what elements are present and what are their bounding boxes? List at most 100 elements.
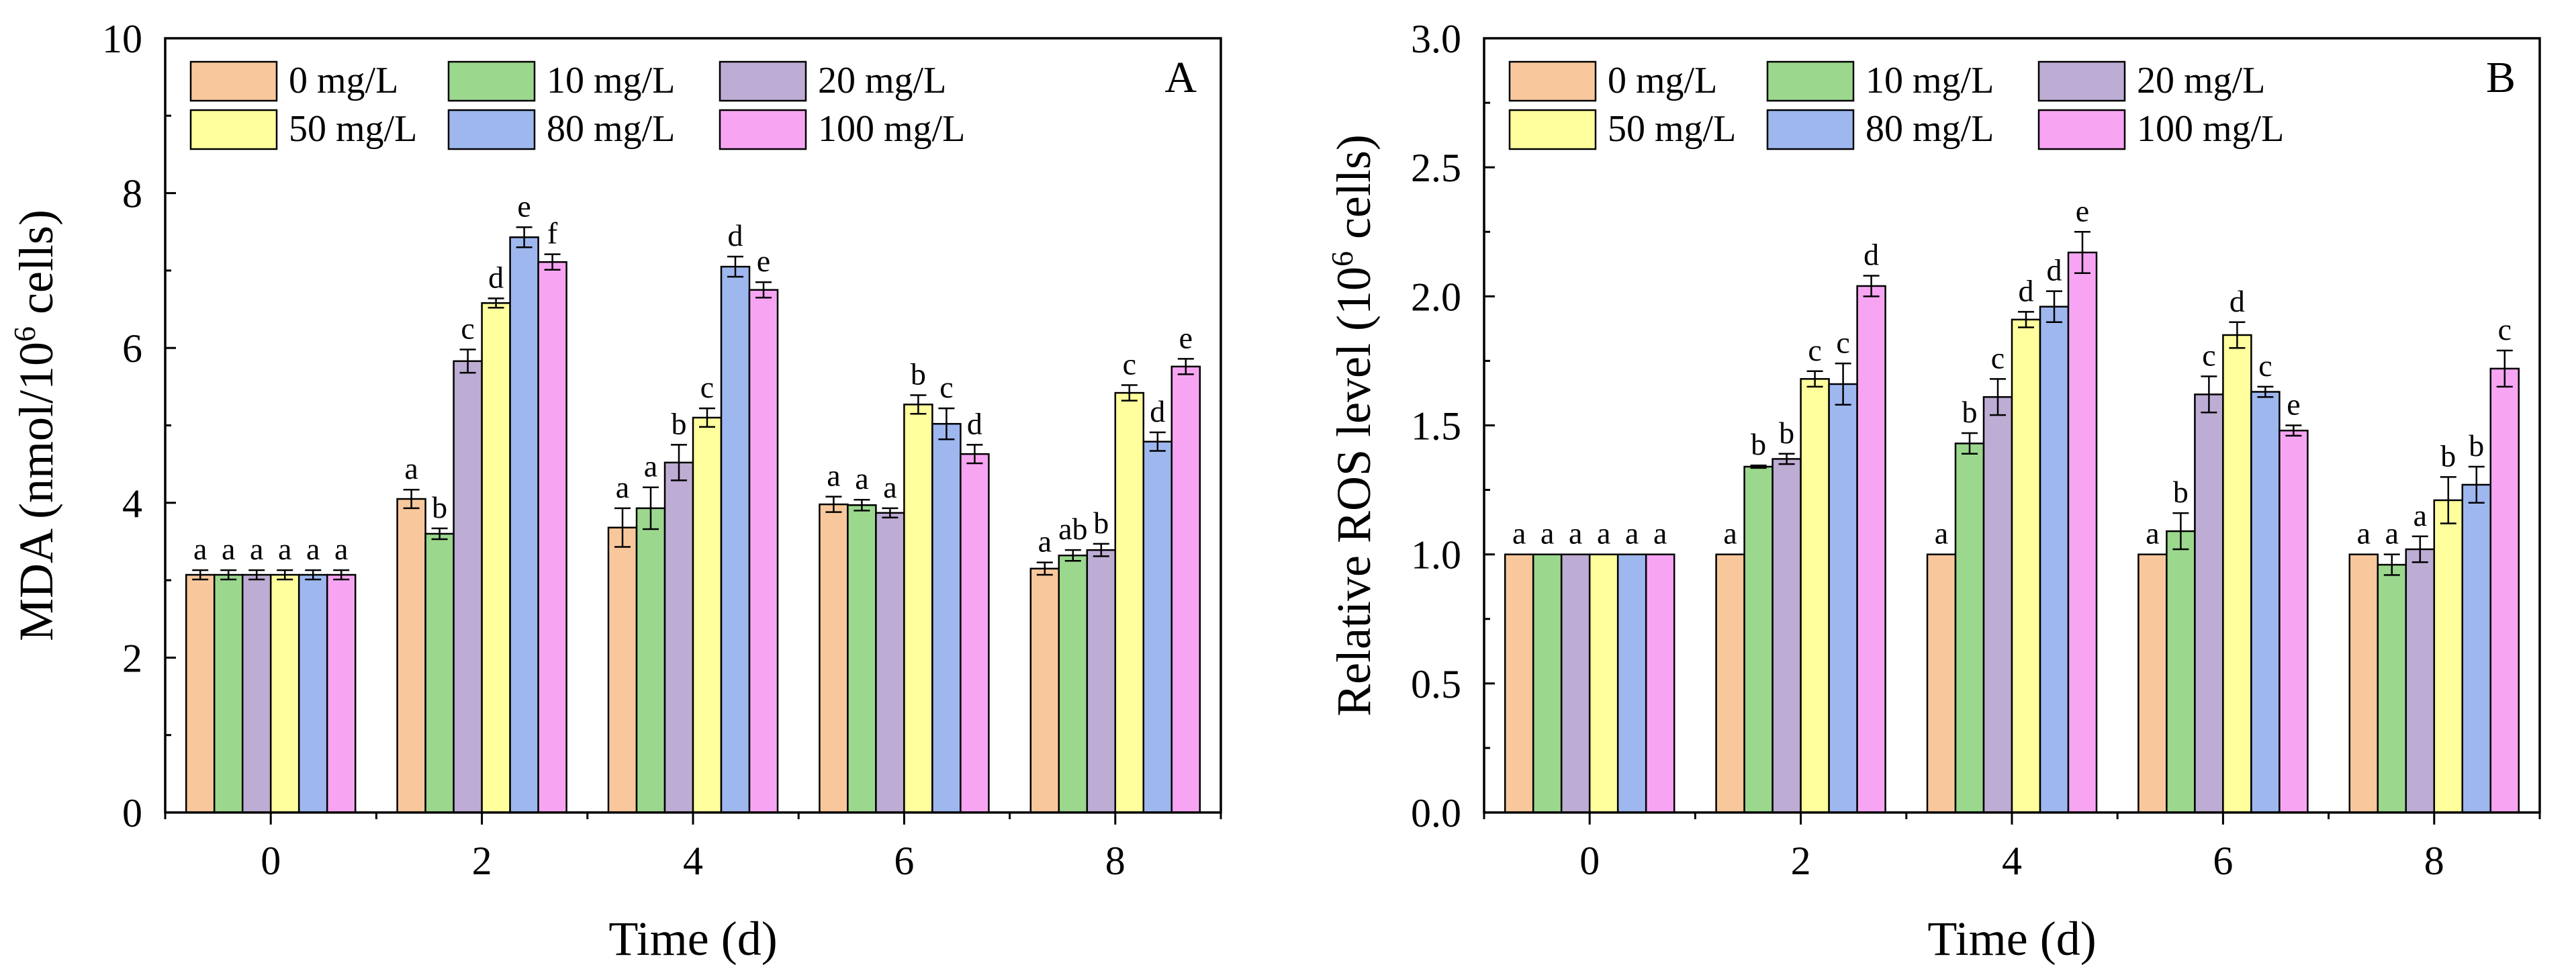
legend-label-A-0: 0 mg/L <box>289 60 398 101</box>
significance-label-B-d0-s3: a <box>1597 516 1610 551</box>
bar-A-d4-s4 <box>720 265 751 814</box>
x-tick-label-B-0: 0 <box>1579 839 1600 883</box>
bar-A-d2-s3 <box>481 302 511 814</box>
significance-label-B-d8-s5: c <box>2498 312 2512 346</box>
y-axis-title-suffix: cells) <box>9 210 63 326</box>
significance-label-B-d0-s5: a <box>1653 516 1667 551</box>
significance-label-B-d6-s3: d <box>2229 284 2245 318</box>
significance-label-B-d4-s2: c <box>1991 340 2005 375</box>
y-axis-title-superscript: 6 <box>7 326 42 342</box>
legend-label-B-2: 20 mg/L <box>2137 60 2265 101</box>
legend-label-A-1: 10 mg/L <box>547 60 675 101</box>
x-tick-label-B-3: 6 <box>2213 839 2233 883</box>
significance-label-A-d6-s4: c <box>939 370 953 404</box>
bar-B-d2-s4 <box>1828 383 1858 814</box>
y-axis-title-text: Relative ROS level (10 <box>1327 267 1381 716</box>
significance-label-A-d2-s4: e <box>517 189 531 223</box>
significance-label-A-d8-s5: e <box>1179 320 1193 355</box>
x-tick-label-B-4: 8 <box>2424 839 2444 883</box>
bar-B-d4-s2 <box>1982 396 2013 814</box>
bar-A-d4-s5 <box>748 289 779 814</box>
bar-A-d0-s4 <box>297 573 328 814</box>
bar-A-d6-s3 <box>903 404 933 814</box>
y-tick-label-B-4: 2.0 <box>1411 275 1461 319</box>
significance-label-A-d4-s2: b <box>672 406 687 440</box>
significance-label-A-d0-s2: a <box>250 532 263 566</box>
bar-B-d0-s0 <box>1504 553 1534 814</box>
significance-label-A-d2-s0: a <box>404 451 418 485</box>
bar-A-d4-s1 <box>635 507 666 814</box>
significance-label-A-d0-s0: a <box>193 532 207 566</box>
bar-B-d8-s0 <box>2348 553 2379 814</box>
x-tick-label-A-0: 0 <box>261 839 281 883</box>
y-tick-label-B-0: 0.0 <box>1411 791 1461 835</box>
bar-B-d0-s2 <box>1560 553 1591 814</box>
bar-B-d0-s5 <box>1645 553 1675 814</box>
significance-label-B-d6-s0: a <box>2146 516 2159 551</box>
bar-B-d8-s4 <box>2461 483 2492 814</box>
significance-label-A-d8-s4: d <box>1150 394 1165 428</box>
significance-label-A-d4-s4: d <box>728 218 743 252</box>
significance-label-A-d6-s0: a <box>827 459 840 493</box>
bar-A-d0-s0 <box>185 573 216 814</box>
significance-label-A-d8-s1: ab <box>1058 512 1087 546</box>
legend-label-A-4: 80 mg/L <box>547 108 675 150</box>
significance-label-B-d8-s4: b <box>2469 428 2484 463</box>
significance-label-B-d4-s1: b <box>1962 395 1978 429</box>
legend-swatch-A-3 <box>189 109 278 150</box>
significance-label-A-d4-s1: a <box>644 449 657 483</box>
y-tick-label-B-2: 1.0 <box>1411 533 1461 577</box>
bar-B-d8-s5 <box>2489 367 2520 814</box>
significance-label-B-d6-s2: c <box>2202 338 2215 372</box>
significance-label-A-d0-s4: a <box>306 532 320 566</box>
bar-B-d6-s0 <box>2137 553 2168 814</box>
bar-A-d6-s0 <box>819 503 849 814</box>
bar-B-d2-s2 <box>1772 458 1802 814</box>
bar-A-d8-s4 <box>1142 440 1173 814</box>
y-tick-label-B-6: 3.0 <box>1411 17 1461 61</box>
bar-A-d0-s5 <box>326 573 357 814</box>
significance-label-B-d2-s5: d <box>1864 238 1879 272</box>
significance-label-A-d6-s1: a <box>855 461 868 496</box>
legend-swatch-B-0 <box>1508 60 1597 102</box>
bar-B-d6-s2 <box>2194 393 2224 814</box>
bar-A-d4-s0 <box>607 526 638 814</box>
x-tick-label-A-4: 8 <box>1105 839 1125 883</box>
legend-swatch-B-5 <box>2037 109 2126 150</box>
bar-A-d4-s3 <box>692 416 723 814</box>
bar-B-d2-s5 <box>1856 285 1886 814</box>
y-tick-label-A-4: 8 <box>122 172 142 216</box>
legend-swatch-A-4 <box>447 109 536 150</box>
legend-label-B-0: 0 mg/L <box>1608 60 1717 101</box>
bar-A-d6-s4 <box>931 422 962 814</box>
x-tick-label-B-1: 2 <box>1791 839 1811 883</box>
legend-swatch-B-1 <box>1766 60 1855 102</box>
x-tick-label-A-3: 6 <box>894 839 914 883</box>
legend-label-B-3: 50 mg/L <box>1608 108 1736 150</box>
legend-swatch-A-0 <box>189 60 278 102</box>
significance-label-A-d2-s2: c <box>461 312 474 346</box>
bar-B-d6-s3 <box>2222 334 2252 814</box>
significance-label-B-d4-s4: d <box>2047 253 2062 287</box>
bar-B-d4-s1 <box>1954 443 1985 814</box>
significance-label-B-d6-s1: b <box>2173 475 2189 509</box>
significance-label-A-d2-s5: f <box>547 216 558 250</box>
legend-label-A-5: 100 mg/L <box>818 108 965 150</box>
bar-B-d6-s4 <box>2250 391 2281 814</box>
x-tick-label-A-1: 2 <box>472 839 492 883</box>
significance-label-A-d2-s1: b <box>432 490 447 524</box>
bar-B-d8-s3 <box>2433 499 2464 814</box>
y-tick-label-A-0: 0 <box>122 791 142 835</box>
bar-B-d4-s0 <box>1926 553 1957 814</box>
bar-A-d8-s2 <box>1086 549 1117 814</box>
legend-swatch-B-4 <box>1766 109 1855 150</box>
significance-label-B-d6-s4: c <box>2258 348 2272 383</box>
significance-label-B-d0-s2: a <box>1569 516 1582 551</box>
bar-B-d6-s5 <box>2279 429 2309 814</box>
legend-label-B-5: 100 mg/L <box>2137 108 2284 150</box>
y-tick-label-A-1: 2 <box>122 636 142 680</box>
y-axis-title-text: MDA (nmol/10 <box>9 342 63 641</box>
bar-A-d2-s5 <box>537 261 567 814</box>
